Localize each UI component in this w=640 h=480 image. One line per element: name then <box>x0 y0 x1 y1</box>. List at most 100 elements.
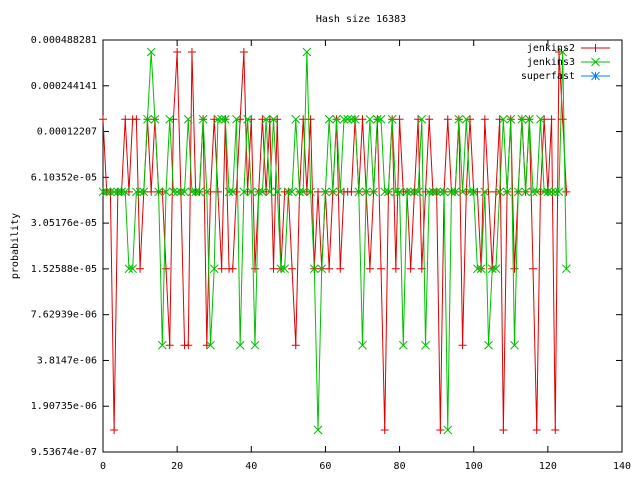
point <box>354 187 364 197</box>
point <box>336 264 345 273</box>
point <box>309 264 319 274</box>
point <box>458 341 467 350</box>
point <box>395 187 404 197</box>
point <box>183 114 193 124</box>
point <box>213 187 222 196</box>
point <box>291 114 301 124</box>
point <box>121 115 130 124</box>
point <box>202 187 212 197</box>
y-tick-label: 6.10352e-05 <box>31 172 97 183</box>
point <box>325 264 334 273</box>
point <box>443 115 452 124</box>
point <box>465 187 475 197</box>
point <box>106 187 115 197</box>
point <box>172 187 182 197</box>
point <box>347 114 356 124</box>
point <box>158 187 167 196</box>
point <box>187 187 197 197</box>
point <box>436 426 445 435</box>
point <box>239 187 249 197</box>
point <box>372 114 382 124</box>
point <box>547 187 556 197</box>
y-tick-label: 9.53674e-07 <box>31 447 97 458</box>
point <box>502 187 512 197</box>
point <box>521 187 530 197</box>
point <box>135 187 145 197</box>
legend-marker <box>591 57 600 67</box>
point <box>269 264 278 273</box>
point <box>157 340 167 350</box>
point <box>165 341 174 350</box>
point <box>132 115 141 124</box>
point <box>232 114 241 124</box>
point <box>317 264 327 274</box>
point <box>358 340 367 350</box>
point <box>306 187 315 197</box>
point <box>169 115 178 124</box>
point <box>120 187 130 197</box>
legend-label: superfast <box>521 71 575 82</box>
point <box>232 187 241 196</box>
point <box>299 115 308 124</box>
point <box>432 187 441 197</box>
point <box>109 187 119 197</box>
x-tick-label: 120 <box>539 461 557 472</box>
point <box>210 115 219 124</box>
point <box>150 114 160 124</box>
point <box>421 340 430 350</box>
point <box>235 340 245 350</box>
legend-label: jenkins3 <box>527 57 575 68</box>
point <box>395 115 404 124</box>
point <box>343 114 353 124</box>
point <box>143 114 152 124</box>
point <box>250 264 259 273</box>
point <box>265 115 274 124</box>
chart-title: Hash size 16383 <box>316 14 406 25</box>
point <box>291 341 300 350</box>
point <box>347 187 356 196</box>
point <box>439 187 449 197</box>
point <box>124 187 133 196</box>
point <box>195 187 204 197</box>
point <box>117 187 126 197</box>
point <box>524 114 534 124</box>
point <box>365 114 375 124</box>
plot-frame <box>102 39 623 453</box>
point <box>462 187 471 196</box>
point <box>491 264 501 274</box>
point <box>387 114 397 124</box>
point <box>377 264 386 273</box>
y-axis-label: probability <box>10 213 21 279</box>
point <box>443 425 453 435</box>
point <box>324 114 334 124</box>
point <box>391 187 401 197</box>
point <box>261 114 271 124</box>
point <box>113 187 123 197</box>
point <box>198 114 208 124</box>
point <box>132 187 141 197</box>
point <box>146 47 156 57</box>
point <box>332 114 341 124</box>
point <box>243 187 252 196</box>
point <box>529 264 538 273</box>
point <box>110 426 119 435</box>
point <box>539 187 549 197</box>
point <box>425 115 434 124</box>
x-tick-label: 60 <box>319 461 331 472</box>
point <box>476 264 486 274</box>
point <box>484 340 493 350</box>
point <box>458 187 467 197</box>
point <box>384 187 393 197</box>
point <box>540 115 549 124</box>
series-line <box>103 52 567 431</box>
point <box>187 48 196 57</box>
point <box>410 187 419 197</box>
y-tick-label: 1.52588e-05 <box>31 264 97 275</box>
point <box>461 114 471 124</box>
point <box>246 187 256 197</box>
point <box>369 187 378 197</box>
point <box>258 187 267 197</box>
point <box>473 264 482 274</box>
point <box>491 187 500 196</box>
